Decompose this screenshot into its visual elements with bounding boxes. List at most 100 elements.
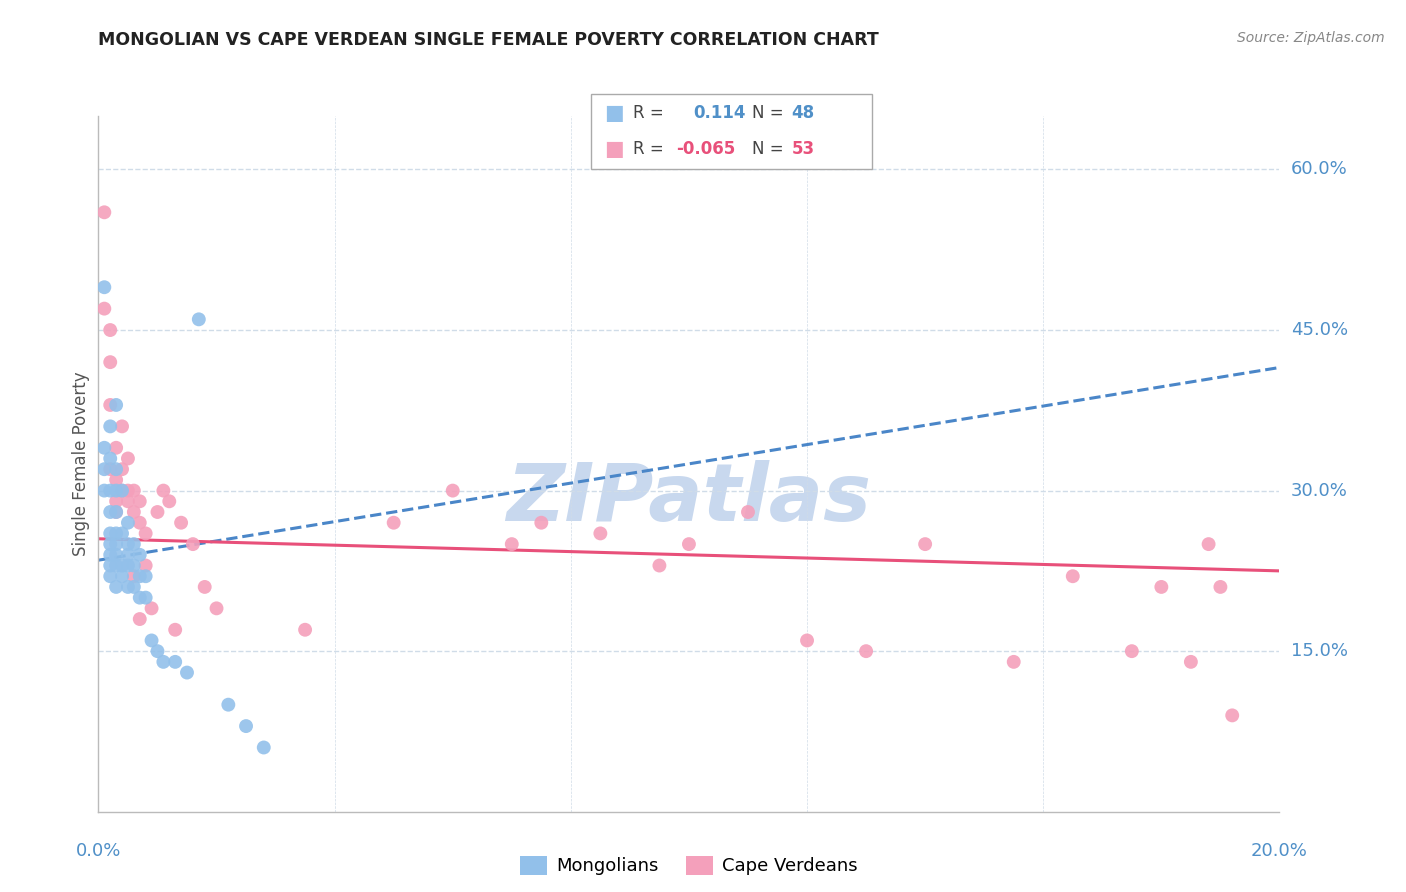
Point — [122, 483, 145, 498]
Point — [122, 569, 145, 583]
Point — [93, 483, 115, 498]
Point — [128, 494, 150, 508]
Text: 20.0%: 20.0% — [1251, 842, 1308, 860]
Point — [93, 301, 115, 316]
Point — [105, 473, 128, 487]
Point — [1209, 580, 1232, 594]
Point — [135, 558, 157, 573]
Text: ■: ■ — [605, 139, 624, 159]
Point — [128, 548, 150, 562]
Point — [1002, 655, 1025, 669]
Text: 30.0%: 30.0% — [1291, 482, 1347, 500]
Point — [105, 548, 128, 562]
Point — [294, 623, 316, 637]
Point — [98, 526, 121, 541]
Text: 15.0%: 15.0% — [1291, 642, 1347, 660]
Point — [1121, 644, 1143, 658]
Point — [441, 483, 464, 498]
Point — [796, 633, 818, 648]
Text: 48: 48 — [792, 104, 814, 122]
Point — [205, 601, 228, 615]
Point — [111, 483, 134, 498]
Point — [1062, 569, 1084, 583]
Legend: Mongolians, Cape Verdeans: Mongolians, Cape Verdeans — [513, 849, 865, 883]
Point — [93, 462, 115, 476]
Point — [128, 516, 150, 530]
Point — [98, 323, 121, 337]
Point — [105, 441, 128, 455]
Text: ZIPatlas: ZIPatlas — [506, 459, 872, 538]
Point — [111, 483, 134, 498]
Point — [117, 483, 139, 498]
Point — [217, 698, 239, 712]
Point — [105, 537, 128, 551]
Point — [117, 516, 139, 530]
Point — [146, 644, 169, 658]
Point — [914, 537, 936, 551]
Point — [98, 505, 121, 519]
Point — [111, 462, 134, 476]
Point — [122, 537, 145, 551]
Point — [98, 398, 121, 412]
Text: N =: N = — [752, 140, 783, 158]
Point — [105, 526, 128, 541]
Point — [117, 451, 139, 466]
Point — [98, 451, 121, 466]
Point — [382, 516, 405, 530]
Point — [98, 537, 121, 551]
Point — [105, 483, 128, 498]
Point — [135, 526, 157, 541]
Text: -0.065: -0.065 — [676, 140, 735, 158]
Text: N =: N = — [752, 104, 783, 122]
Text: 45.0%: 45.0% — [1291, 321, 1348, 339]
Point — [135, 569, 157, 583]
Point — [122, 505, 145, 519]
Point — [235, 719, 257, 733]
Point — [117, 558, 139, 573]
Point — [105, 398, 128, 412]
Point — [181, 537, 204, 551]
Text: 53: 53 — [792, 140, 814, 158]
Point — [98, 419, 121, 434]
Point — [165, 655, 187, 669]
Text: 0.0%: 0.0% — [76, 842, 121, 860]
Point — [157, 494, 180, 508]
Point — [105, 462, 128, 476]
Point — [93, 441, 115, 455]
Point — [122, 558, 145, 573]
Text: R =: R = — [633, 104, 664, 122]
Point — [1180, 655, 1202, 669]
Point — [253, 740, 276, 755]
Point — [105, 505, 128, 519]
Point — [98, 558, 121, 573]
Point — [678, 537, 700, 551]
Point — [737, 505, 759, 519]
Point — [105, 558, 128, 573]
Point — [98, 483, 121, 498]
Point — [1150, 580, 1173, 594]
Point — [152, 483, 174, 498]
Point — [105, 580, 128, 594]
Point — [117, 580, 139, 594]
Point — [187, 312, 209, 326]
Point — [111, 419, 134, 434]
Point — [122, 580, 145, 594]
Point — [194, 580, 217, 594]
Point — [98, 569, 121, 583]
Point — [128, 612, 150, 626]
Point — [98, 355, 121, 369]
Point — [93, 280, 115, 294]
Point — [111, 569, 134, 583]
Point — [111, 558, 134, 573]
Point — [105, 494, 128, 508]
Point — [165, 623, 187, 637]
Point — [530, 516, 553, 530]
Point — [1198, 537, 1220, 551]
Point — [176, 665, 198, 680]
Point — [117, 548, 139, 562]
Point — [93, 205, 115, 219]
Point — [589, 526, 612, 541]
Point — [111, 526, 134, 541]
Point — [105, 505, 128, 519]
Point — [117, 494, 139, 508]
